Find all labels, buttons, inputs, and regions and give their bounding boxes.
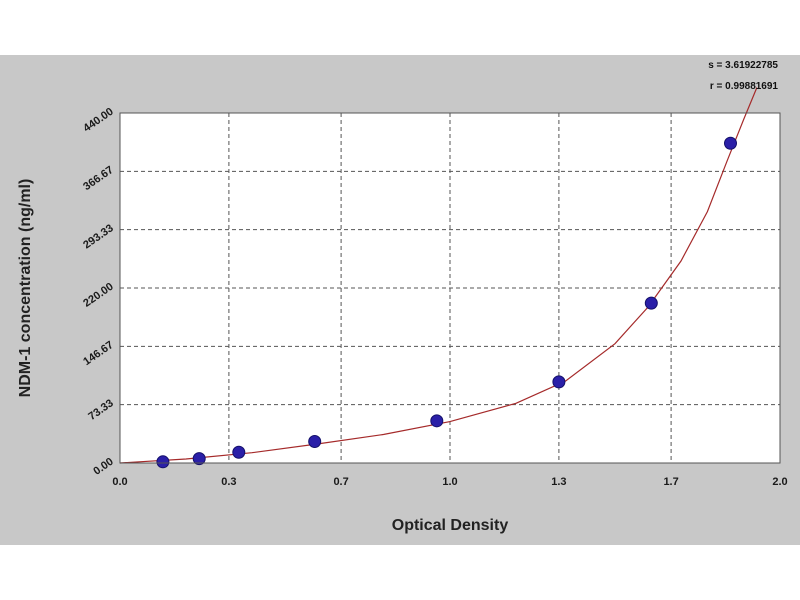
fit-curve <box>119 87 758 464</box>
data-point <box>156 455 170 469</box>
r-statistic: r = 0.99881691 <box>710 81 779 92</box>
data-point <box>192 452 206 466</box>
y-axis-title: NDM-1 concentration (ng/ml) <box>17 179 34 398</box>
plot-frame <box>119 112 781 464</box>
data-point <box>724 136 737 150</box>
y-tick-label: 0.00 <box>91 456 115 478</box>
x-tick-label: 0.3 <box>221 476 236 488</box>
y-tick-label: 146.67 <box>81 339 115 368</box>
x-axis-title: Optical Density <box>392 517 509 534</box>
grid-lines <box>120 113 780 463</box>
data-point <box>232 445 246 459</box>
y-tick-labels: 0.00 73.33 146.67 220.00 293.33 366.67 440.00 <box>81 106 115 478</box>
data-points <box>156 136 737 469</box>
data-point <box>644 296 658 310</box>
data-point <box>308 435 322 449</box>
x-tick-label: 0.0 <box>112 476 127 488</box>
y-tick-label: 293.33 <box>81 222 115 251</box>
x-tick-labels: 0.0 0.3 0.7 1.0 1.3 1.7 2.0 <box>112 476 787 488</box>
x-tick-label: 1.0 <box>442 476 457 488</box>
y-tick-label: 73.33 <box>86 397 115 423</box>
y-tick-label: 440.00 <box>81 106 115 135</box>
x-tick-label: 1.3 <box>551 476 566 488</box>
y-tick-label: 366.67 <box>81 164 115 193</box>
x-tick-label: 0.7 <box>333 476 348 488</box>
x-tick-label: 1.7 <box>663 476 678 488</box>
data-point <box>552 375 566 389</box>
y-tick-label: 220.00 <box>81 281 115 310</box>
x-tick-label: 2.0 <box>772 476 787 488</box>
s-statistic: s = 3.61922785 <box>708 60 778 71</box>
data-point <box>430 414 444 428</box>
